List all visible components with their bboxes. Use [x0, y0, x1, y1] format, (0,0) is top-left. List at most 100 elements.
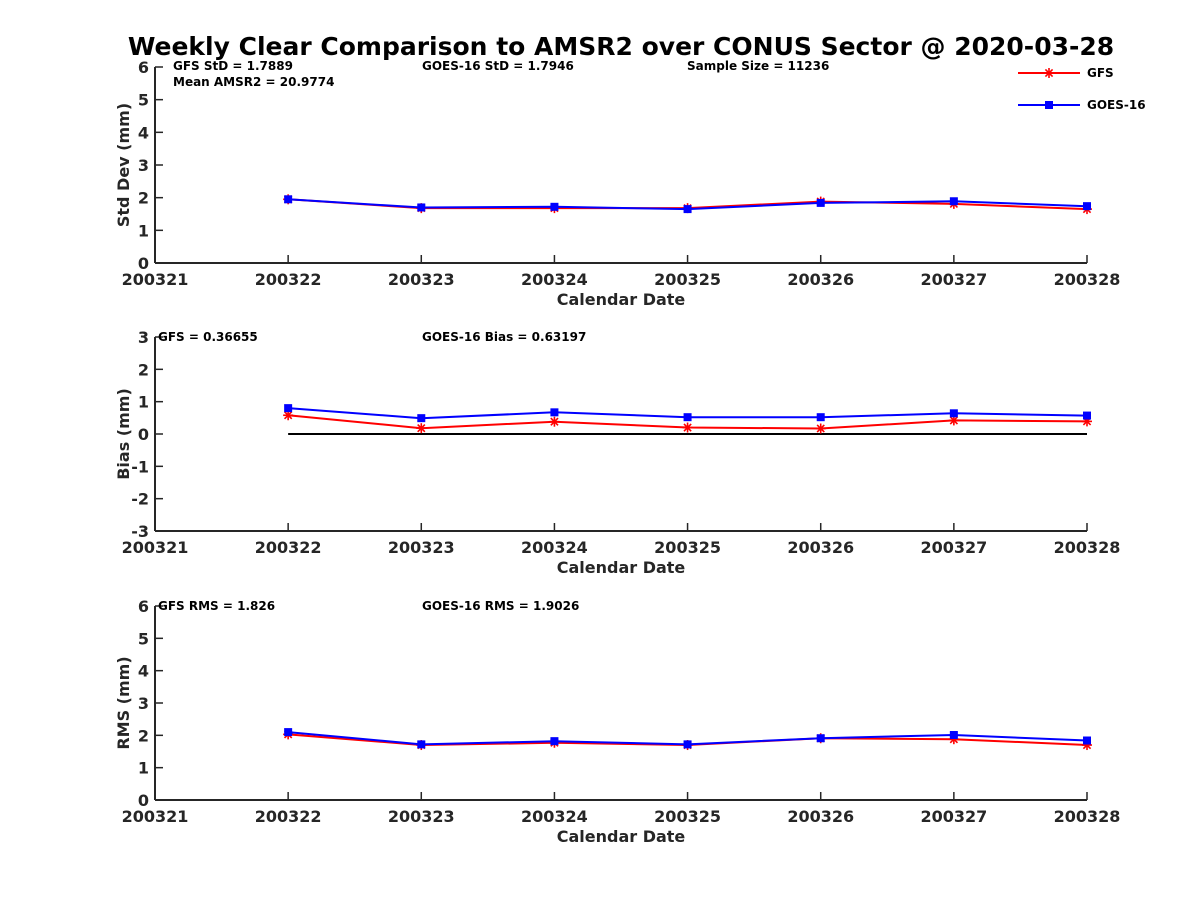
data-point: [416, 423, 427, 434]
x-axis-label: Calendar Date: [557, 558, 686, 577]
x-tick-label: 200321: [122, 538, 189, 557]
data-point: [549, 416, 560, 427]
data-point: [550, 737, 559, 746]
x-tick-label: 200325: [654, 270, 721, 289]
legend-entry-goes-16: GOES-16: [1018, 98, 1146, 112]
series-gfs: [283, 410, 1092, 434]
stat-annotation: Sample Size = 11236: [687, 59, 829, 73]
stat-annotation: Mean AMSR2 = 20.9774: [173, 75, 334, 89]
y-axis-label: Std Dev (mm): [114, 103, 133, 227]
x-tick-label: 200325: [654, 807, 721, 826]
data-point: [284, 404, 293, 413]
x-tick-label: 200327: [920, 538, 987, 557]
x-tick-label: 200326: [787, 270, 854, 289]
data-point: [682, 422, 693, 433]
series-goes-16: [284, 728, 1091, 749]
data-point: [550, 202, 559, 211]
panel-2: 200321 200322 200323 200324 200325 200326 2003…: [114, 328, 1120, 577]
x-tick-label: 200325: [654, 538, 721, 557]
legend-entry-gfs: GFS: [1018, 66, 1114, 80]
x-tick-label: 200328: [1054, 807, 1121, 826]
y-tick-label: 2: [138, 189, 149, 208]
series-goes-16: [284, 195, 1091, 214]
data-point: [683, 740, 692, 749]
y-tick-label: 0: [138, 425, 149, 444]
asterisk-stroke: [550, 417, 559, 426]
x-tick-label: 200322: [255, 270, 322, 289]
y-tick-label: 1: [138, 393, 149, 412]
stat-annotation: GOES-16 RMS = 1.9026: [422, 599, 579, 613]
x-tick-label: 200328: [1054, 538, 1121, 557]
stat-annotation: GFS RMS = 1.826: [158, 599, 275, 613]
x-axis-label: Calendar Date: [557, 827, 686, 846]
data-point: [683, 205, 692, 214]
series-goes-16: [284, 404, 1091, 423]
panel-3: 200321 200322 200323 200324 200325 200326 2003…: [114, 597, 1120, 846]
asterisk-stroke: [417, 424, 426, 433]
y-tick-label: 1: [138, 221, 149, 240]
data-point: [284, 195, 293, 204]
stat-annotation: GOES-16 Bias = 0.63197: [422, 330, 586, 344]
data-point: [1083, 736, 1091, 745]
y-tick-label: 6: [138, 58, 149, 77]
x-tick-label: 200323: [388, 807, 455, 826]
y-tick-label: 4: [138, 662, 149, 681]
data-point: [949, 409, 958, 418]
data-point: [816, 413, 825, 422]
asterisk-stroke: [949, 416, 959, 425]
x-tick-label: 200324: [521, 270, 588, 289]
x-tick-label: 200322: [255, 807, 322, 826]
data-point: [550, 408, 559, 417]
x-tick-label: 200321: [122, 270, 189, 289]
y-axis-label: RMS (mm): [114, 656, 133, 749]
data-point: [284, 728, 293, 737]
data-point: [949, 197, 958, 206]
data-point: [683, 413, 692, 422]
x-tick-label: 200323: [388, 270, 455, 289]
figure-title: Weekly Clear Comparison to AMSR2 over CO…: [128, 32, 1114, 61]
stat-annotation: GOES-16 StD = 1.7946: [422, 59, 574, 73]
data-point: [417, 740, 426, 749]
legend-marker: [1044, 68, 1054, 78]
y-tick-label: -3: [131, 522, 149, 541]
x-tick-label: 200323: [388, 538, 455, 557]
data-point: [816, 734, 825, 743]
legend-label: GOES-16: [1087, 98, 1146, 112]
data-point: [816, 198, 825, 207]
panels: 200321 200322 200323 200324 200325 200326 2003…: [114, 58, 1120, 846]
legend-marker: [1045, 101, 1053, 109]
x-tick-label: 200321: [122, 807, 189, 826]
x-tick-label: 200326: [787, 807, 854, 826]
y-tick-label: 3: [138, 694, 149, 713]
y-tick-label: 4: [138, 123, 149, 142]
y-tick-label: 5: [138, 629, 149, 648]
y-tick-label: 1: [138, 759, 149, 778]
data-point: [283, 410, 294, 421]
y-tick-label: -2: [131, 490, 149, 509]
x-tick-label: 200327: [920, 807, 987, 826]
panel-1: 200321 200322 200323 200324 200325 200326 2003…: [114, 58, 1120, 309]
stat-annotation: GFS StD = 1.7889: [173, 59, 293, 73]
data-point: [815, 423, 826, 434]
data-point: [1083, 411, 1091, 420]
x-axis-label: Calendar Date: [557, 290, 686, 309]
y-tick-label: 6: [138, 597, 149, 616]
y-axis-label: Bias (mm): [114, 388, 133, 480]
asterisk-stroke: [683, 423, 692, 432]
x-tick-label: 200328: [1054, 270, 1121, 289]
x-tick-label: 200322: [255, 538, 322, 557]
legend: GFS GOES-16: [1018, 66, 1146, 112]
x-tick-label: 200324: [521, 807, 588, 826]
y-tick-label: 2: [138, 360, 149, 379]
y-tick-label: 3: [138, 328, 149, 347]
x-tick-label: 200326: [787, 538, 854, 557]
legend-label: GFS: [1087, 66, 1114, 80]
y-tick-label: 5: [138, 91, 149, 110]
y-tick-label: 2: [138, 726, 149, 745]
data-point: [1083, 202, 1091, 211]
x-tick-label: 200324: [521, 538, 588, 557]
data-point: [417, 414, 426, 423]
y-tick-label: -1: [131, 457, 149, 476]
data-point: [417, 203, 426, 212]
